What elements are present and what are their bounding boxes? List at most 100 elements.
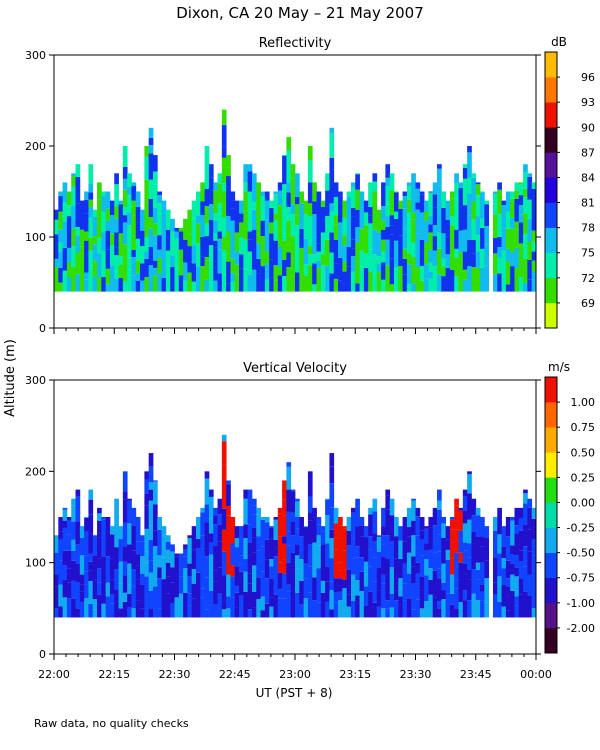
heatmap-cell <box>462 563 468 575</box>
heatmap-cell <box>144 528 150 552</box>
heatmap-cell <box>368 549 373 567</box>
heatmap-cell <box>114 173 119 185</box>
heatmap-cell <box>260 596 266 611</box>
heatmap-cell <box>290 512 296 522</box>
heatmap-cell <box>402 274 408 292</box>
heatmap-cell <box>527 241 533 260</box>
colorbar-frame <box>544 376 558 654</box>
heatmap-cell <box>389 190 395 216</box>
heatmap-cell <box>290 491 296 513</box>
heatmap-cell <box>458 206 464 222</box>
heatmap-cell <box>152 275 158 292</box>
heatmap-cell <box>88 265 94 292</box>
heatmap-cell <box>531 211 537 231</box>
heatmap-cell <box>239 595 244 618</box>
heatmap-cell <box>140 209 145 231</box>
heatmap-cell <box>415 562 421 574</box>
heatmap-cell <box>441 517 447 524</box>
heatmap-cell <box>406 512 412 528</box>
heatmap-cell <box>148 179 154 199</box>
heatmap-cell <box>208 271 214 292</box>
heatmap-cell <box>320 200 326 207</box>
heatmap-cell <box>144 505 150 529</box>
heatmap-cell <box>307 606 313 618</box>
heatmap-cell <box>531 507 537 519</box>
heatmap-cell <box>325 543 330 567</box>
heatmap-cell <box>428 249 434 263</box>
heatmap-cell <box>449 269 455 283</box>
heatmap-cell <box>389 498 395 516</box>
heatmap-cell <box>441 538 447 564</box>
heatmap-cell <box>204 471 210 479</box>
y-tick-label: 300 <box>25 49 46 62</box>
heatmap-cell <box>200 535 206 549</box>
heatmap-cell <box>424 220 429 243</box>
heatmap-cell <box>269 538 274 560</box>
heatmap-cell <box>256 273 261 292</box>
heatmap-cell <box>260 519 266 547</box>
heatmap-cell <box>419 517 425 531</box>
x-tick-label: 22:30 <box>159 668 191 681</box>
heatmap-cell <box>441 563 447 583</box>
colorbar-swatch <box>545 427 557 453</box>
heatmap-cell <box>518 530 524 551</box>
heatmap-cell <box>505 586 511 596</box>
heatmap-cell <box>226 480 231 485</box>
heatmap-cell <box>191 245 197 253</box>
heatmap-cell <box>325 566 330 582</box>
heatmap-cell <box>389 215 395 226</box>
heatmap-cell <box>480 536 485 547</box>
heatmap-cell <box>307 471 313 480</box>
heatmap-cell <box>243 538 249 560</box>
heatmap-cell <box>350 239 356 249</box>
heatmap-cell <box>381 556 386 575</box>
heatmap-cell <box>101 519 107 544</box>
heatmap-cell <box>109 200 115 216</box>
heatmap-cell <box>480 227 485 249</box>
heatmap-cell <box>165 549 171 563</box>
heatmap-cell <box>389 234 395 242</box>
heatmap-cell <box>497 576 502 602</box>
heatmap-cell <box>355 506 360 527</box>
heatmap-cell <box>393 240 399 268</box>
heatmap-cell <box>350 538 356 559</box>
heatmap-cell <box>338 538 343 563</box>
heatmap-cell <box>269 559 274 567</box>
heatmap-cell <box>122 281 128 292</box>
heatmap-cell <box>183 544 188 549</box>
heatmap-cell <box>148 590 154 609</box>
heatmap-cell <box>518 195 524 206</box>
heatmap-cell <box>458 562 464 581</box>
heatmap-cell <box>170 582 175 604</box>
heatmap-cell <box>152 569 158 587</box>
heatmap-cell <box>480 600 485 618</box>
heatmap-cell <box>303 605 309 618</box>
heatmap-cell <box>157 517 162 530</box>
heatmap-cell <box>135 191 141 207</box>
heatmap-cell <box>359 571 365 591</box>
heatmap-cell <box>419 539 425 556</box>
heatmap-cell <box>221 216 227 237</box>
heatmap-cell <box>200 182 206 190</box>
heatmap-cell <box>208 177 214 191</box>
heatmap-cell <box>144 146 150 157</box>
colorbar-swatch <box>545 252 557 279</box>
heatmap-cell <box>316 191 322 197</box>
heatmap-cell <box>217 273 223 292</box>
heatmap-cell <box>518 205 524 215</box>
heatmap-cell <box>372 212 378 230</box>
colorbar-tick-label: 0.00 <box>571 496 596 509</box>
heatmap-cell <box>191 549 197 570</box>
heatmap-cell <box>454 512 459 530</box>
heatmap-cell <box>518 184 524 196</box>
heatmap-cell <box>170 603 175 618</box>
heatmap-cell <box>325 499 330 516</box>
heatmap-cell <box>428 271 434 279</box>
heatmap-cell <box>282 233 287 241</box>
heatmap-cell <box>342 526 348 529</box>
heatmap-cell <box>368 182 373 207</box>
panel-title: Reflectivity <box>259 36 332 51</box>
heatmap-cell <box>62 509 68 521</box>
heatmap-cell <box>424 559 429 576</box>
heatmap-cell <box>66 534 72 551</box>
